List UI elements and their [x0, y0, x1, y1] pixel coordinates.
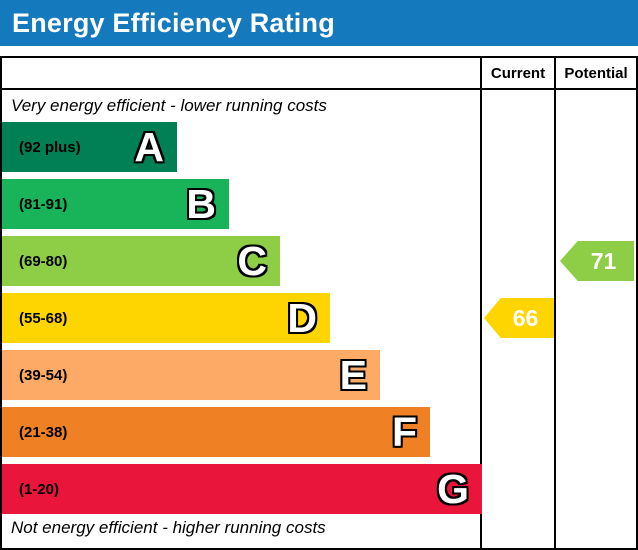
- potential-column-divider: [554, 58, 556, 548]
- band-e-bar: (39-54) E: [2, 350, 380, 400]
- band-f-bar: (21-38) F: [2, 407, 430, 457]
- band-a-bar: (92 plus) A: [2, 122, 177, 172]
- chart-title-bar: Energy Efficiency Rating: [0, 0, 638, 46]
- band-c-bar: (69-80) C: [2, 236, 280, 286]
- current-column-header: Current: [490, 64, 546, 82]
- current-value: 66: [512, 304, 539, 331]
- band-e-range: (39-54): [19, 366, 68, 384]
- band-c-range: (69-80): [19, 252, 68, 270]
- potential-column-header: Potential: [564, 64, 628, 82]
- bottom-note: Not energy efficient - higher running co…: [11, 518, 326, 537]
- band-c-letter: C: [236, 237, 268, 284]
- band-b-range: (81-91): [19, 195, 68, 213]
- potential-value: 71: [590, 247, 617, 274]
- band-e-letter: E: [338, 351, 368, 398]
- energy-efficiency-chart: Current Potential Very energy efficient …: [0, 56, 638, 550]
- band-g-bar: (1-20) G: [2, 464, 482, 514]
- current-arrow: 66: [484, 298, 554, 338]
- band-f-letter: F: [391, 408, 418, 455]
- band-d-range: (55-68): [19, 309, 68, 327]
- header-row-separator: [2, 88, 636, 90]
- band-f-range: (21-38): [19, 423, 68, 441]
- band-d-letter: D: [286, 294, 318, 341]
- band-b-bar: (81-91) B: [2, 179, 229, 229]
- current-column-divider: [480, 58, 482, 548]
- rating-bands: (92 plus) A (81-91) B (69-80) C (55-68) …: [2, 122, 482, 521]
- band-a-range: (92 plus): [19, 138, 81, 156]
- page-title: Energy Efficiency Rating: [12, 7, 335, 38]
- band-g-range: (1-20): [19, 480, 60, 498]
- band-a-letter: A: [133, 123, 165, 170]
- top-note: Very energy efficient - lower running co…: [11, 96, 327, 115]
- potential-arrow: 71: [560, 241, 634, 281]
- band-g-letter: G: [436, 465, 470, 512]
- band-d-bar: (55-68) D: [2, 293, 330, 343]
- band-b-letter: B: [185, 180, 217, 227]
